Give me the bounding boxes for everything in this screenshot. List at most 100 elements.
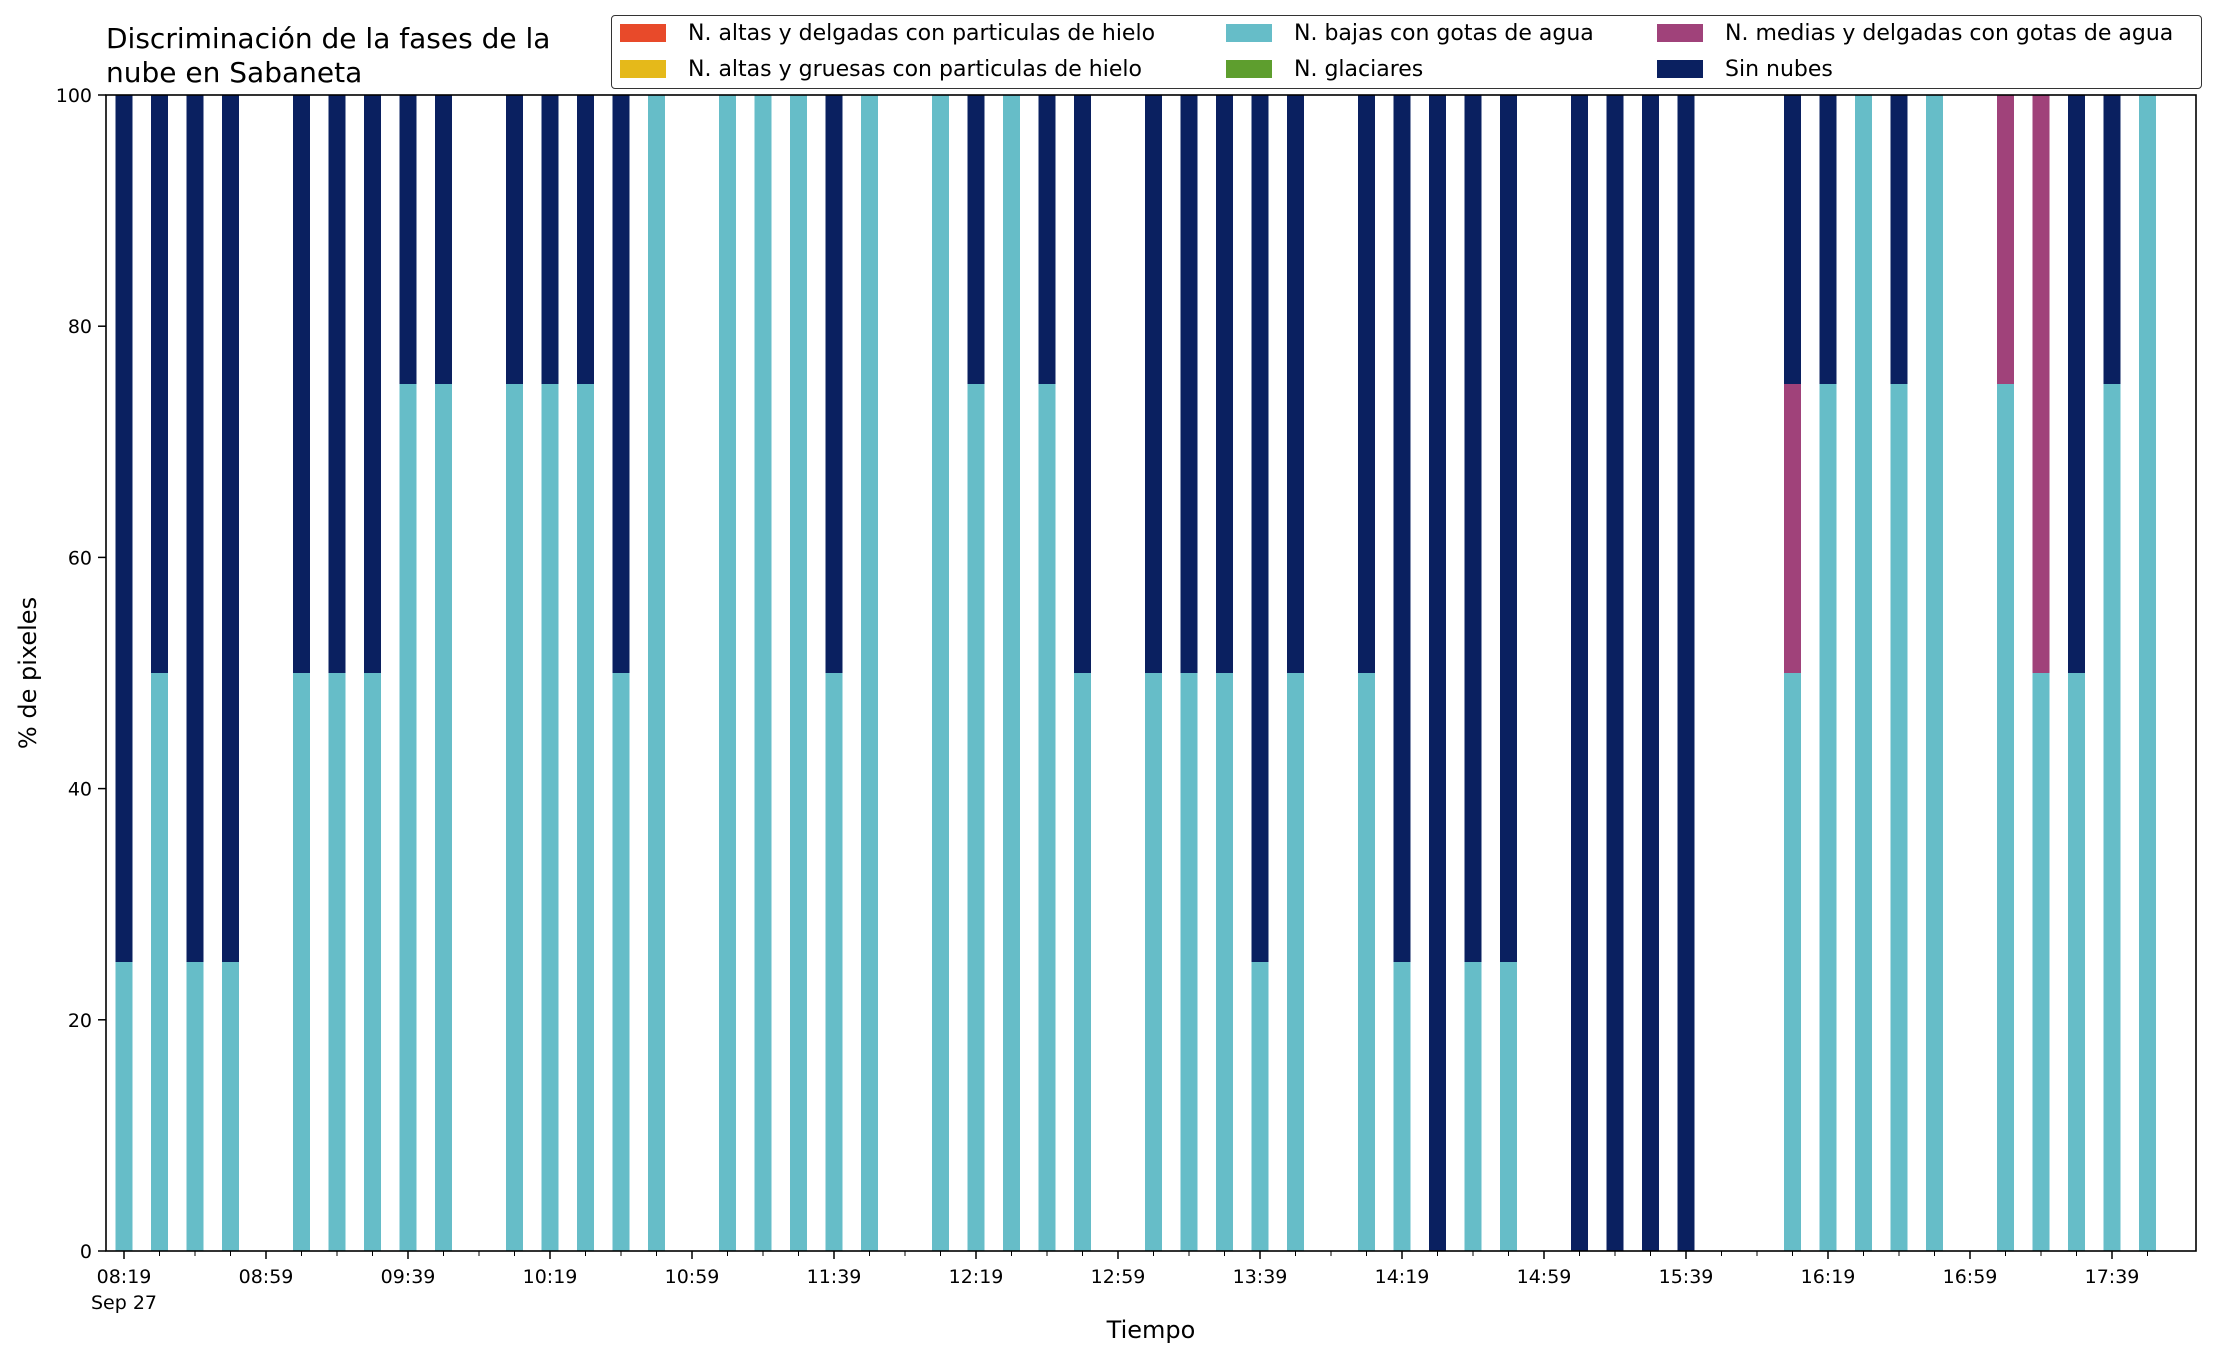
bar-segment-0839-s2 [186, 962, 204, 1251]
x-tick-label: 08:59 [239, 1266, 294, 1288]
bar-segment-1439-s2 [1464, 962, 1482, 1251]
legend-swatch [620, 24, 666, 42]
bar-segment-1519-s5 [1606, 95, 1624, 1251]
y-tick-label: 0 [80, 1241, 92, 1263]
bar-segment-1639-s5 [1890, 95, 1908, 384]
bar-segment-0849-s2 [222, 962, 239, 1251]
bar-segment-1729-s2 [2068, 673, 2085, 1251]
x-tick-label: 13:39 [1233, 1266, 1288, 1288]
bar-segment-1319-s5 [1180, 95, 1198, 673]
bar-segment-1649-s2 [1926, 95, 1943, 1251]
x-tick-label: 08:19 [97, 1266, 152, 1288]
bar-segment-1539-s5 [1677, 95, 1695, 1251]
bar-segment-1719-s4 [2032, 95, 2050, 673]
bar-segment-1429-s5 [1429, 95, 1446, 1251]
bar-segment-0829-s5 [151, 95, 168, 673]
x-tick-label: 10:19 [523, 1266, 578, 1288]
y-axis-label: % de pixeles [14, 597, 42, 749]
chart-title-line-1: Discriminación de la fases de la [106, 22, 551, 55]
bar-segment-0919-s5 [328, 95, 346, 673]
bar-segment-1409-s5 [1358, 95, 1375, 673]
bar-segment-0929-s2 [364, 673, 381, 1251]
bar-segment-1139-s5 [825, 95, 843, 673]
bar-segment-1239-s5 [1038, 95, 1056, 384]
bar-segment-1749-s2 [2139, 95, 2156, 1251]
bar-segment-1609-s5 [1784, 95, 1801, 384]
bar-segment-1339-s5 [1251, 95, 1269, 962]
bar-segment-1009-s2 [506, 384, 523, 1251]
bar-segment-1709-s2 [1997, 384, 2014, 1251]
bar-segment-1419-s5 [1393, 95, 1411, 962]
bar-segment-1729-s5 [2068, 95, 2085, 673]
legend-swatch [1657, 24, 1703, 42]
bar-segment-1419-s2 [1393, 962, 1411, 1251]
bar-segment-1019-s5 [541, 95, 559, 384]
bar-segment-0919-s2 [328, 673, 346, 1251]
bar-segment-1739-s2 [2103, 384, 2121, 1251]
legend-item: N. medias y delgadas con gotas de agua [1657, 18, 2173, 48]
legend-item: N. altas y gruesas con particulas de hie… [620, 54, 1142, 84]
bar-segment-1229-s2 [1003, 95, 1020, 1251]
x-tick-label: 17:39 [2085, 1266, 2140, 1288]
legend-item: Sin nubes [1657, 54, 1833, 84]
bar-segment-1439-s5 [1464, 95, 1482, 962]
bar-segment-1349-s2 [1287, 673, 1304, 1251]
bar-segment-1319-s2 [1180, 673, 1198, 1251]
bar-segment-1109-s2 [719, 95, 736, 1251]
bar-segment-1349-s5 [1287, 95, 1304, 673]
bar-segment-1329-s2 [1216, 673, 1233, 1251]
bar-segment-0819-s2 [115, 962, 133, 1251]
bar-segment-1249-s5 [1074, 95, 1091, 673]
x-tick-sublabel: Sep 27 [91, 1292, 157, 1314]
bar-segment-1039-s2 [612, 673, 630, 1251]
bar-segment-1029-s5 [577, 95, 594, 384]
bar-segment-1509-s5 [1571, 95, 1588, 1251]
bar-segment-0949-s5 [435, 95, 452, 384]
y-tick-label: 40 [68, 779, 92, 801]
bar-segment-1019-s2 [541, 384, 559, 1251]
bar-segment-1049-s2 [648, 95, 665, 1251]
bar-segment-0939-s5 [399, 95, 417, 384]
bar-segment-1449-s5 [1500, 95, 1517, 962]
x-tick-label: 10:59 [665, 1266, 720, 1288]
x-axis-label: Tiempo [1106, 1316, 1196, 1344]
bar-segment-0819-s5 [115, 95, 133, 962]
bar-segment-1129-s2 [790, 95, 807, 1251]
bar-segment-1309-s5 [1145, 95, 1162, 673]
legend-item: N. altas y delgadas con particulas de hi… [620, 18, 1155, 48]
axes-frame [105, 94, 2197, 1252]
bar-segment-1149-s2 [861, 95, 878, 1251]
legend-swatch [1657, 60, 1703, 78]
x-tick-label: 14:59 [1517, 1266, 1572, 1288]
legend-label: N. altas y delgadas con particulas de hi… [688, 20, 1156, 46]
bar-segment-1039-s5 [612, 95, 630, 673]
legend-label: N. altas y gruesas con particulas de hie… [688, 56, 1142, 82]
x-axis: 08:19 08:59 09:39 10:19 10:59 11:39 12:19 12:59… [91, 1251, 2148, 1314]
bar-segment-1009-s5 [506, 95, 523, 384]
legend-label: N. glaciares [1294, 56, 1424, 82]
bar-segment-1029-s2 [577, 384, 594, 1251]
bar-segment-0949-s2 [435, 384, 452, 1251]
x-tick-label: 12:19 [949, 1266, 1004, 1288]
chart-title: Discriminación de la fases de la nube en… [106, 22, 550, 90]
y-tick-label: 100 [56, 85, 92, 107]
x-tick-label: 16:59 [1943, 1266, 1998, 1288]
legend-label: Sin nubes [1725, 56, 1833, 82]
chart-title-line-2: nube en Sabaneta [106, 56, 363, 89]
bar-segment-1609-s2 [1784, 673, 1801, 1251]
legend-swatch [1226, 24, 1272, 42]
legend-swatch [620, 60, 666, 78]
bar-segment-0929-s5 [364, 95, 381, 673]
bars-layer [115, 95, 2156, 1251]
bar-segment-1709-s4 [1997, 95, 2014, 384]
chart-legend: N. altas y delgadas con particulas de hi… [611, 15, 2202, 89]
legend-item: N. glaciares [1226, 54, 1423, 84]
bar-segment-1619-s5 [1819, 95, 1837, 384]
bar-segment-1219-s5 [967, 95, 985, 384]
bar-segment-1209-s2 [932, 95, 949, 1251]
bar-segment-1529-s5 [1642, 95, 1659, 1251]
y-axis: 0 20 40 60 80 100 [56, 85, 106, 1263]
bar-segment-0909-s5 [293, 95, 310, 673]
bar-segment-0939-s2 [399, 384, 417, 1251]
bar-segment-1739-s5 [2103, 95, 2121, 384]
